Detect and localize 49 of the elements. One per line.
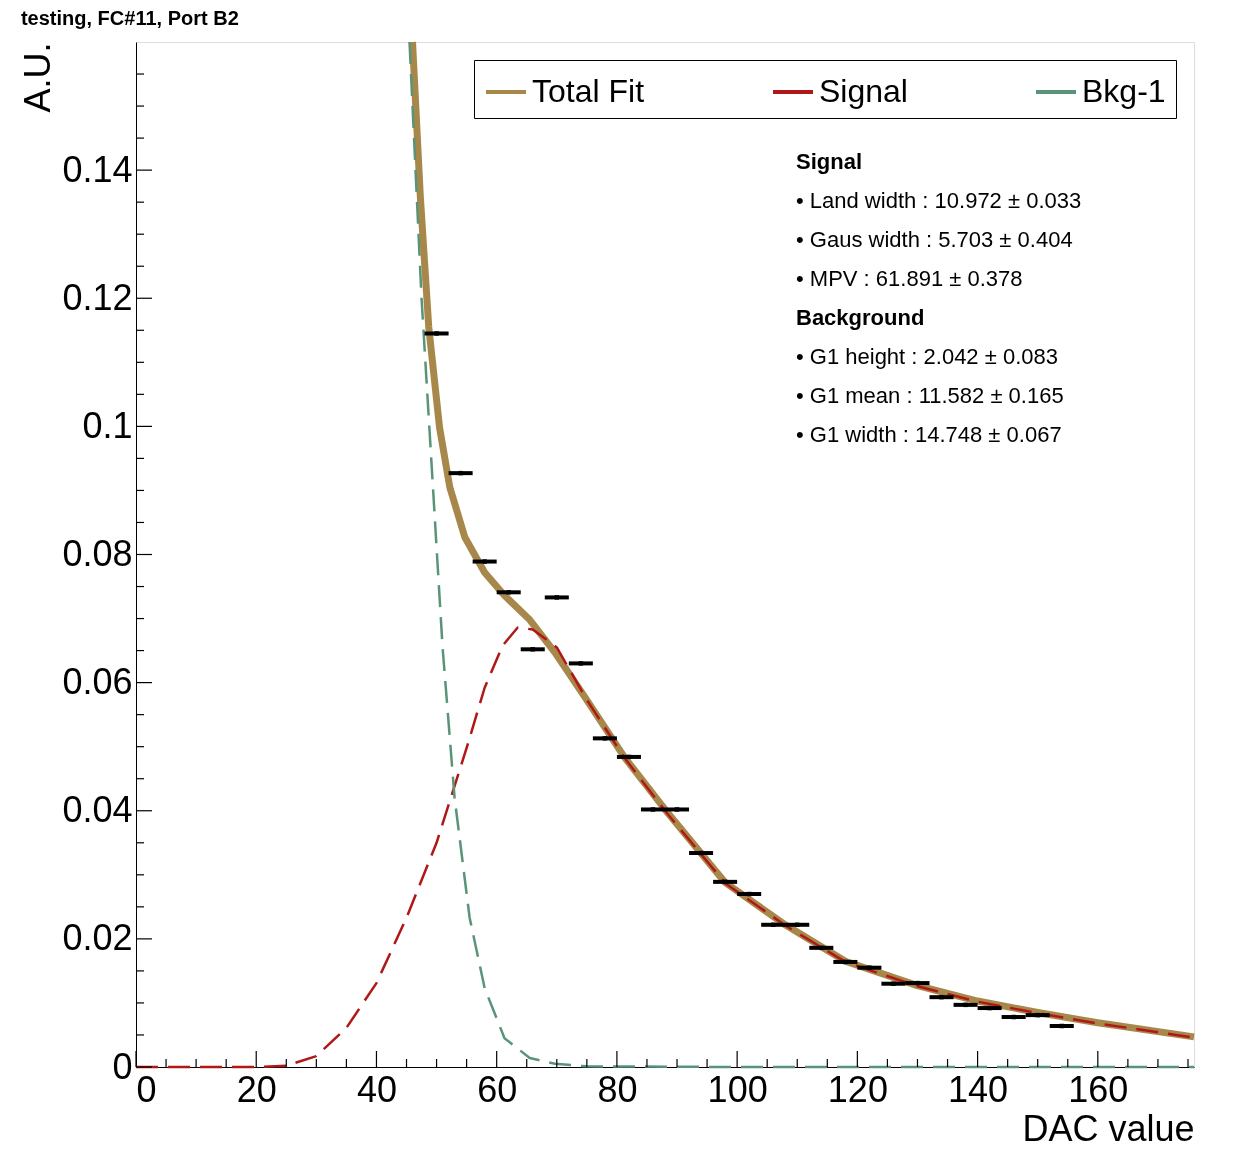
point: [674, 807, 680, 812]
y-tick-label: 0.12: [62, 276, 133, 318]
annotation: Signal: [796, 149, 863, 174]
legend-label: Signal: [819, 73, 908, 109]
point: [458, 470, 463, 476]
x-tick-label: 120: [827, 1068, 888, 1110]
annotation: • G1 mean : 11.582 ± 0.165: [796, 383, 1064, 408]
x-tick-label: 20: [236, 1068, 277, 1110]
x-axis-title: DAC value: [1022, 1107, 1195, 1149]
point: [578, 661, 584, 666]
annotation: • Gaus width : 5.703 ± 0.404: [796, 227, 1073, 252]
point: [939, 994, 944, 1000]
y-tick-label: 0.06: [62, 661, 133, 703]
point: [650, 807, 656, 812]
annotation: • Land width : 10.972 ± 0.033: [796, 188, 1082, 213]
point: [554, 595, 560, 600]
x-tick-label: 80: [597, 1068, 638, 1110]
legend-label: Total Fit: [532, 73, 645, 109]
point: [819, 945, 824, 951]
y-axis-title: A.U.: [17, 42, 59, 113]
point: [963, 1002, 968, 1008]
point: [602, 736, 608, 741]
point: [891, 981, 896, 986]
annotation: • G1 height : 2.042 ± 0.083: [796, 344, 1058, 369]
x-tick-label: 100: [707, 1068, 768, 1110]
x-tick-label: 140: [948, 1068, 1009, 1110]
y-tick-label: 0.14: [62, 148, 133, 190]
y-tick-label: 0.02: [62, 917, 133, 959]
point: [1035, 1012, 1040, 1018]
chart-title: testing, FC#11, Port B2: [20, 6, 239, 29]
point: [915, 980, 920, 986]
point: [530, 647, 535, 652]
y-tick-label: 0.04: [62, 789, 133, 831]
point: [843, 959, 848, 965]
point: [987, 1005, 992, 1011]
x-tick-label: 40: [356, 1068, 397, 1110]
y-tick-label: 0.08: [62, 533, 133, 574]
point: [867, 965, 872, 970]
point: [506, 590, 511, 595]
annotation: Background: [796, 305, 925, 330]
point: [434, 331, 439, 336]
x-tick-label: 60: [477, 1068, 518, 1110]
annotation: • G1 width : 14.748 ± 0.067: [796, 422, 1062, 447]
legend-label: Bkg-1: [1082, 73, 1166, 109]
point: [482, 559, 487, 564]
x-tick-label: 160: [1068, 1068, 1129, 1110]
y-tick-label: 0.1: [82, 404, 133, 446]
annotation: • MPV : 61.891 ± 0.378: [796, 266, 1023, 291]
point: [1011, 1014, 1016, 1020]
